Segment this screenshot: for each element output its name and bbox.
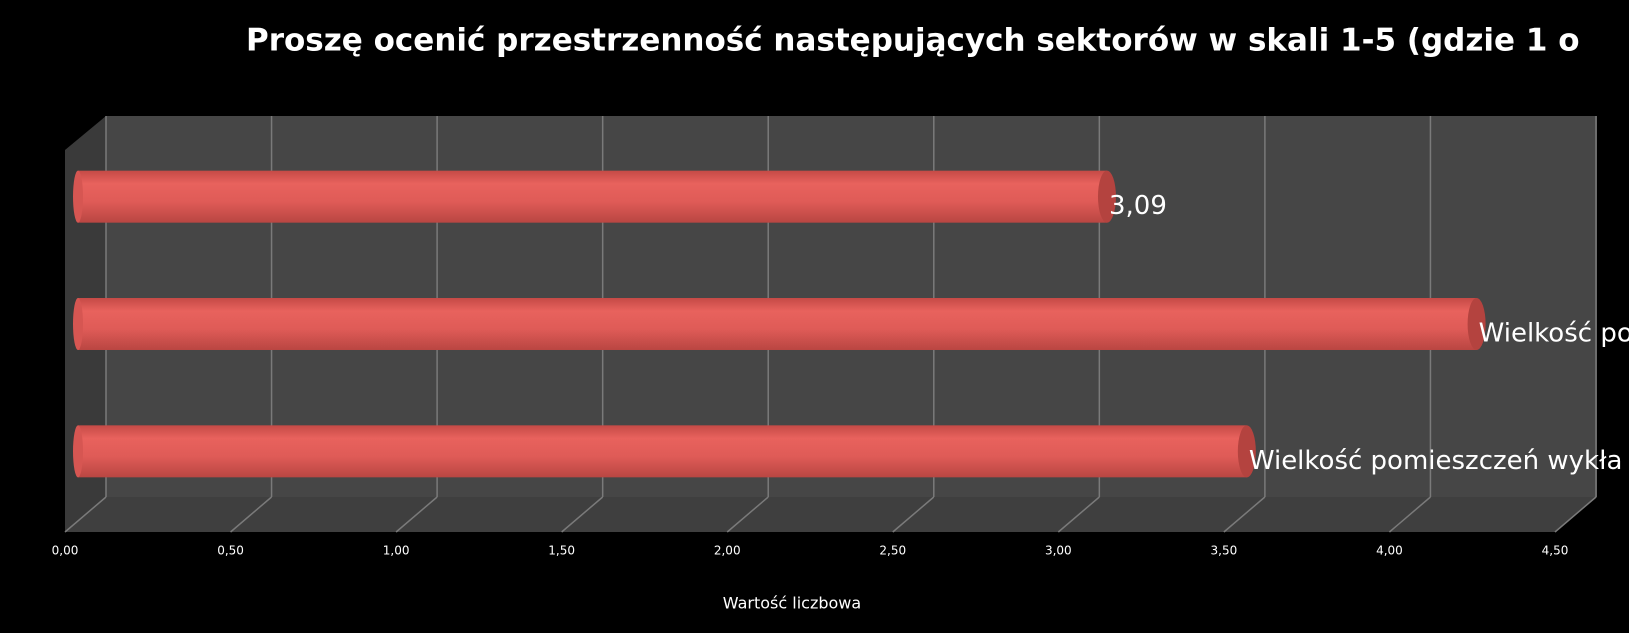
grid-line-floor — [1057, 496, 1100, 533]
bar-cap-end — [1237, 425, 1256, 478]
bar-cap-end — [1467, 298, 1486, 350]
x-tick-label: 4,50 — [1542, 544, 1569, 558]
bar-cap-start — [73, 298, 83, 350]
bar — [78, 298, 1477, 350]
x-tick-label: 1,00 — [383, 544, 410, 558]
bar-cap-start — [73, 170, 83, 223]
grid-line-floor — [64, 496, 107, 533]
grid-line-floor — [1388, 496, 1431, 533]
x-axis-label: Wartość liczbowa — [723, 594, 861, 613]
x-tick-label: 2,00 — [714, 544, 741, 558]
grid-line-floor — [230, 496, 273, 533]
floor — [65, 497, 1597, 532]
grid-line-floor — [561, 496, 604, 533]
category-label: Wielkość po — [1479, 319, 1629, 349]
grid-line-floor — [1554, 496, 1597, 533]
bar — [78, 425, 1247, 478]
grid-line-floor — [1223, 496, 1266, 533]
grid-line-floor — [726, 496, 769, 533]
x-tick-label: 0,50 — [217, 544, 244, 558]
bar-cap-end — [1097, 170, 1116, 223]
x-tick-label: 3,50 — [1211, 544, 1238, 558]
grid-line-floor — [395, 496, 438, 533]
x-tick-label: 1,50 — [548, 544, 575, 558]
bar — [78, 170, 1107, 223]
grid-line-floor — [892, 496, 935, 533]
bar-cap-start — [73, 425, 83, 478]
x-tick-label: 0,00 — [52, 544, 79, 558]
x-tick-label: 2,50 — [879, 544, 906, 558]
chart-title: Proszę ocenić przestrzenność następujący… — [246, 23, 1580, 59]
x-tick-label: 4,00 — [1376, 544, 1403, 558]
x-tick-label: 3,00 — [1045, 544, 1072, 558]
category-label: Wielkość pomieszczeń wykła — [1249, 446, 1623, 476]
value-label: 3,09 — [1109, 191, 1167, 221]
